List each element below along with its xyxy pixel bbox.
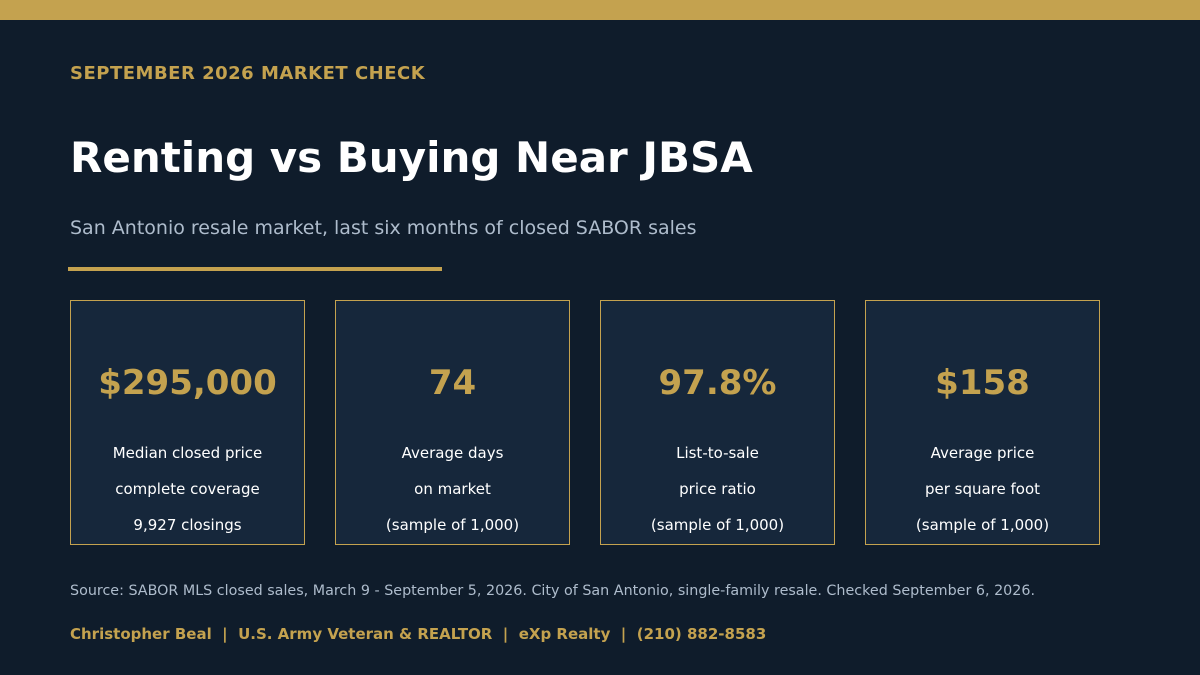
- eyebrow-label: SEPTEMBER 2026 MARKET CHECK: [70, 63, 426, 84]
- stat-card-price-per-sqft: $158 Average price per square foot (samp…: [865, 300, 1100, 545]
- stat-value: 97.8%: [658, 363, 777, 403]
- stat-card-median-price: $295,000 Median closed price complete co…: [70, 300, 305, 545]
- stat-label-line-2: per square foot: [924, 480, 1041, 498]
- top-accent-bar: [0, 0, 1200, 20]
- stat-card-list-to-sale-ratio: 97.8% List-to-sale price ratio (sample o…: [600, 300, 835, 545]
- page-title: Renting vs Buying Near JBSA: [70, 133, 753, 182]
- stat-label-line-1: List-to-sale: [676, 444, 759, 462]
- stat-value: $295,000: [98, 363, 277, 403]
- stat-label-line-1: Median closed price: [112, 444, 263, 462]
- stat-label-line-2: complete coverage: [115, 480, 260, 498]
- stat-label-line-1: Average price: [930, 444, 1035, 462]
- stat-label-line-3: (sample of 1,000): [650, 516, 785, 534]
- agent-footer: Christopher Beal | U.S. Army Veteran & R…: [70, 625, 767, 643]
- source-note: Source: SABOR MLS closed sales, March 9 …: [70, 583, 1035, 599]
- stat-label-line-3: 9,927 closings: [133, 516, 242, 534]
- stat-value: 74: [428, 363, 477, 403]
- stat-label-line-3: (sample of 1,000): [915, 516, 1050, 534]
- stat-card-days-on-market: 74 Average days on market (sample of 1,0…: [335, 300, 570, 545]
- page-subtitle: San Antonio resale market, last six mont…: [70, 217, 697, 239]
- stat-label-line-2: on market: [414, 480, 491, 498]
- stat-value: $158: [935, 363, 1030, 403]
- title-underline-divider: [68, 267, 442, 271]
- stat-label-line-3: (sample of 1,000): [385, 516, 520, 534]
- stat-label-line-1: Average days: [401, 444, 504, 462]
- stat-label-line-2: price ratio: [679, 480, 756, 498]
